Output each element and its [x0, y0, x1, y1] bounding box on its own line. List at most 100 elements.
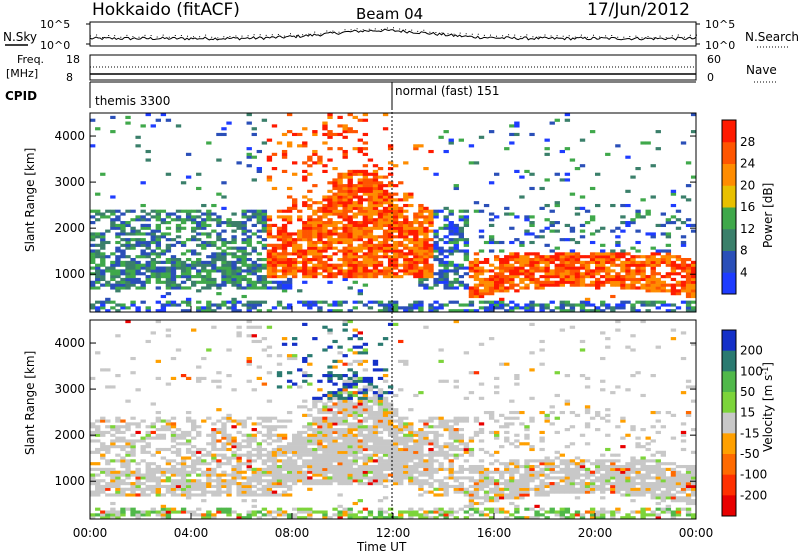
- heatmap-cell: [589, 240, 596, 245]
- heatmap-cell: [155, 428, 161, 432]
- heatmap-cell: [327, 269, 333, 273]
- heatmap-cell: [660, 275, 666, 279]
- heatmap-cell: [418, 275, 424, 279]
- heatmap-cell: [302, 413, 308, 417]
- heatmap-cell: [483, 260, 490, 264]
- heatmap-cell: [125, 246, 131, 250]
- heatmap-cell: [372, 419, 379, 423]
- heatmap-cell: [100, 269, 106, 273]
- heatmap-cell: [302, 459, 308, 463]
- heatmap-cell: [307, 507, 313, 511]
- heatmap-cell: [130, 484, 136, 489]
- heatmap-cell: [453, 229, 459, 233]
- heatmap-cell: [236, 286, 242, 290]
- heatmap-cell: [488, 516, 495, 520]
- heatmap-cell: [317, 263, 323, 267]
- heatmap-cell: [231, 419, 237, 423]
- heatmap-cell: [322, 405, 328, 409]
- heatmap-cell: [246, 493, 252, 497]
- heatmap-cell: [302, 280, 308, 284]
- heatmap-cell: [150, 215, 156, 219]
- heatmap-cell: [95, 266, 101, 270]
- heatmap-cell: [398, 416, 404, 420]
- heatmap-cell: [312, 470, 318, 474]
- heatmap-cell: [372, 445, 379, 449]
- heatmap-cell: [327, 135, 333, 139]
- heatmap-cell: [549, 410, 555, 415]
- heatmap-cell: [135, 493, 141, 497]
- heatmap-cell: [342, 450, 348, 454]
- heatmap-cell: [423, 263, 429, 267]
- heatmap-cell: [554, 280, 560, 284]
- heatmap-cell: [337, 479, 343, 483]
- heatmap-cell: [640, 141, 646, 145]
- heatmap-cell: [428, 238, 434, 242]
- heatmap-cell: [231, 221, 237, 225]
- heatmap-cell: [332, 513, 338, 517]
- heatmap-cell: [660, 303, 666, 307]
- heatmap-cell: [408, 240, 414, 245]
- heatmap-cell: [377, 482, 384, 486]
- heatmap-cell: [286, 269, 293, 273]
- heatmap-cell: [286, 280, 293, 284]
- heatmap-cell: [514, 266, 520, 270]
- heatmap-cell: [595, 203, 601, 208]
- heatmap-cell: [337, 178, 343, 182]
- heatmap-cell: [95, 462, 101, 466]
- heatmap-cell: [544, 138, 550, 142]
- heatmap-cell: [170, 473, 177, 477]
- heatmap-cell: [534, 303, 540, 307]
- heatmap-cell: [322, 141, 328, 145]
- heatmap-cell: [458, 419, 464, 423]
- heatmap-cell: [281, 235, 288, 239]
- heatmap-cell: [271, 266, 278, 270]
- heatmap-cell: [170, 303, 177, 307]
- heatmap-cell: [362, 272, 369, 276]
- heatmap-cell: [185, 215, 192, 219]
- heatmap-cell: [655, 130, 661, 134]
- heatmap-cell: [130, 226, 136, 230]
- heatmap-cell: [620, 303, 626, 307]
- heatmap-cell: [206, 300, 212, 304]
- heatmap-cell: [529, 459, 535, 463]
- heatmap-cell: [382, 252, 389, 256]
- heatmap-cell: [539, 493, 545, 497]
- heatmap-cell: [529, 277, 535, 282]
- heatmap-cell: [226, 121, 232, 125]
- heatmap-cell: [499, 306, 505, 310]
- heatmap-cell: [473, 257, 480, 262]
- heatmap-cell: [175, 510, 182, 514]
- heatmap-cell: [564, 510, 571, 514]
- heatmap-cell: [438, 379, 444, 383]
- heatmap-cell: [231, 479, 237, 483]
- heatmap-cell: [292, 433, 298, 437]
- heatmap-cell: [584, 209, 591, 213]
- heatmap-cell: [382, 496, 389, 500]
- heatmap-cell: [90, 257, 96, 262]
- heatmap-cell: [443, 513, 449, 517]
- heatmap-cell: [312, 450, 318, 454]
- heatmap-cell: [499, 289, 505, 293]
- heatmap-cell: [342, 482, 348, 486]
- heatmap-cell: [100, 260, 106, 264]
- heatmap-cell: [347, 379, 353, 383]
- heatmap-cell: [387, 192, 394, 196]
- heatmap-cell: [236, 275, 242, 279]
- heatmap-cell: [630, 306, 636, 310]
- heatmap-cell: [155, 436, 161, 440]
- heatmap-cell: [494, 257, 500, 262]
- heatmap-cell: [584, 309, 591, 313]
- heatmap-cell: [307, 510, 313, 514]
- heatmap-cell: [337, 388, 343, 392]
- heatmap-cell: [509, 399, 515, 403]
- heatmap-cell: [342, 232, 348, 236]
- heatmap-cell: [322, 450, 328, 454]
- heatmap-cell: [574, 303, 581, 307]
- heatmap-cell: [100, 172, 106, 176]
- heatmap-cell: [408, 430, 414, 435]
- heatmap-cell: [261, 493, 268, 497]
- heatmap-cell: [675, 283, 682, 287]
- heatmap-cell: [504, 439, 510, 443]
- heatmap-cell: [504, 275, 510, 279]
- heatmap-cell: [196, 289, 202, 293]
